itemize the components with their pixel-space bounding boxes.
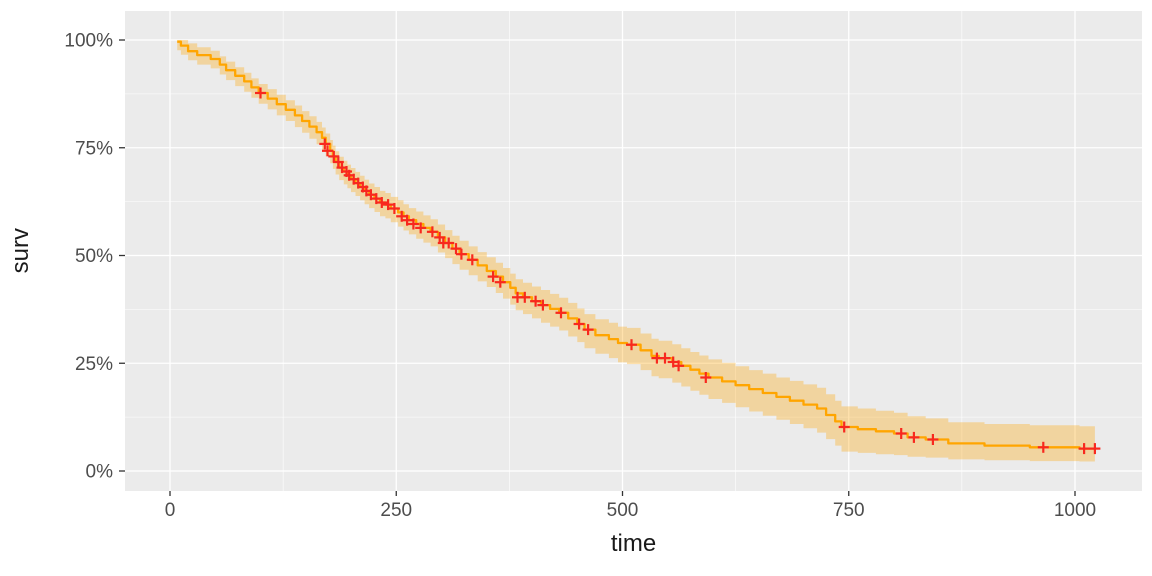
y-tick-label: 25% [75, 354, 113, 375]
y-tick-label: 0% [86, 462, 114, 483]
x-axis-title: time [610, 530, 657, 557]
y-axis-title: surv [7, 228, 34, 274]
plot-panel [125, 11, 1142, 491]
major-gridlines [125, 11, 1142, 491]
survival-curve-line [177, 40, 1095, 450]
x-tick-label: 1000 [1054, 500, 1096, 521]
x-tick-label: 500 [607, 500, 639, 521]
censor-marks [255, 87, 1101, 455]
x-tick-label: 750 [833, 500, 865, 521]
y-tick-label: 50% [75, 246, 113, 267]
y-axis-title-wrap: surv [6, 0, 36, 502]
y-tick-label: 100% [64, 31, 113, 52]
minor-gridlines [125, 11, 1142, 491]
axis-tick-marks [119, 39, 1076, 496]
y-tick-label: 75% [75, 138, 113, 159]
x-tick-label: 0 [165, 500, 176, 521]
x-tick-label: 250 [380, 500, 412, 521]
